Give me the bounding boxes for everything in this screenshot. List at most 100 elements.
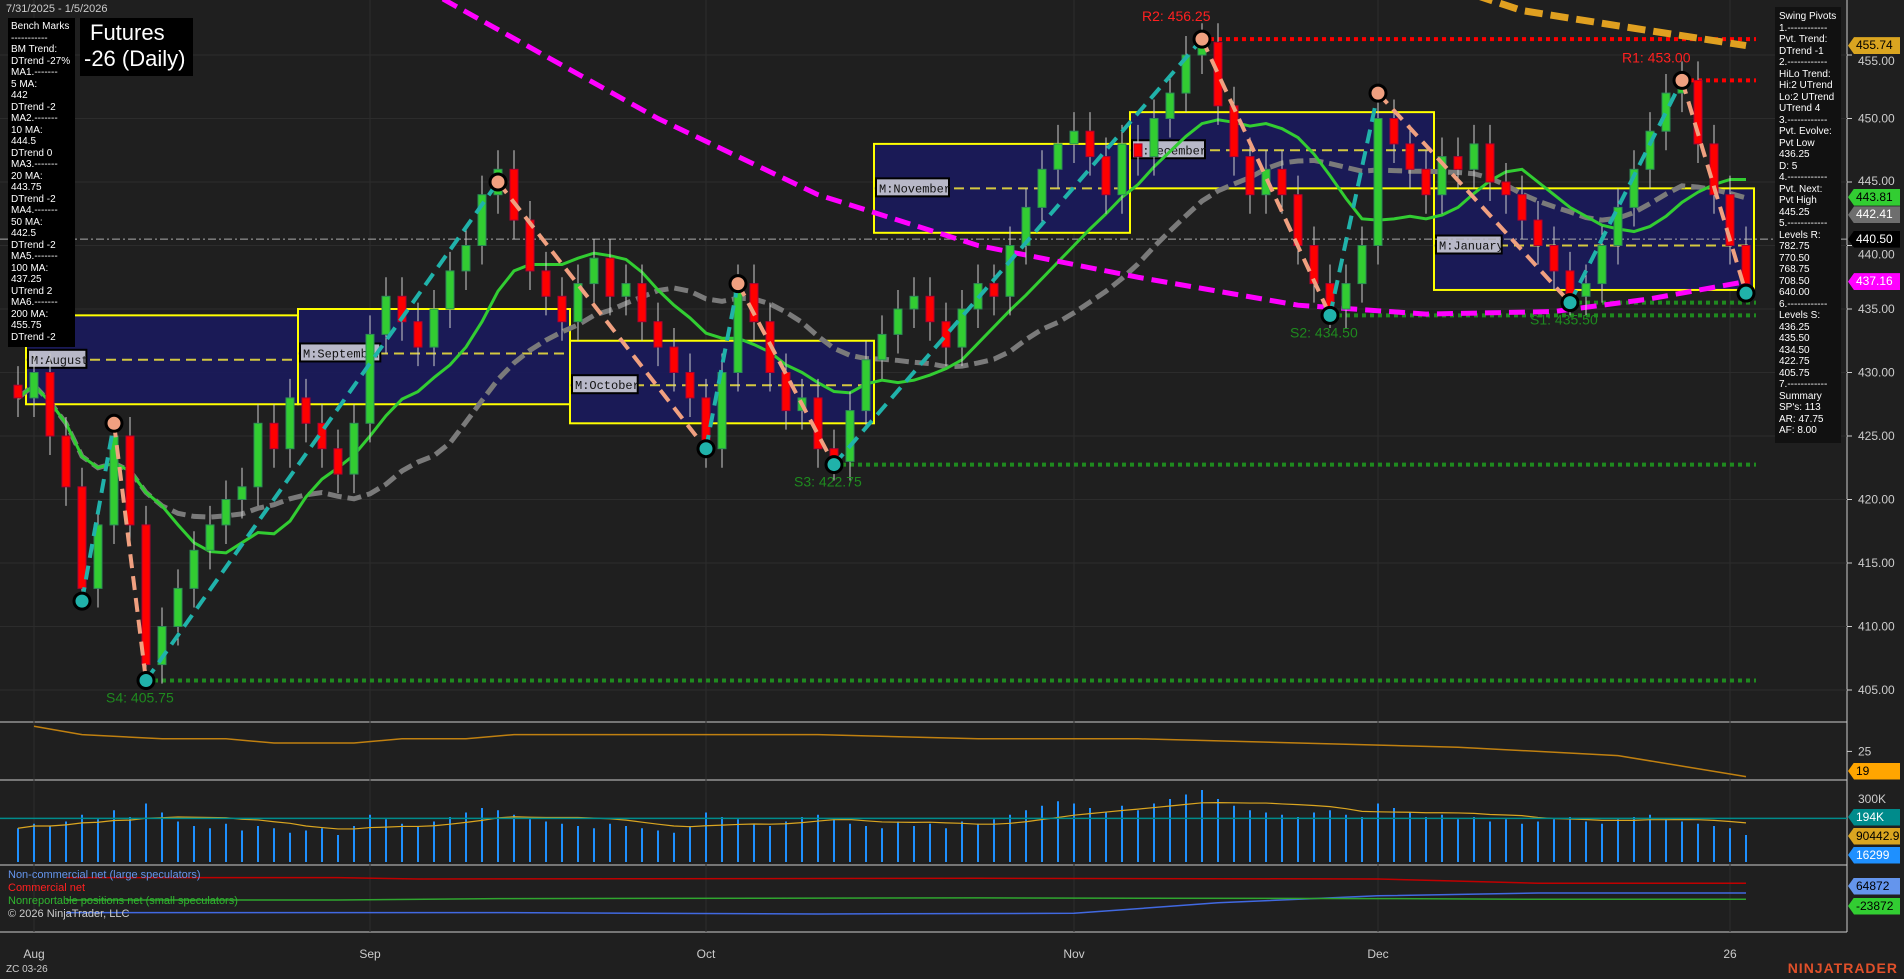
- panel-line: 4.------------: [1779, 172, 1828, 183]
- panel-line: HiLo Trend:: [1779, 68, 1831, 80]
- candle-body: [29, 372, 39, 399]
- y-tick-label: 410.00: [1858, 620, 1895, 634]
- candle-body: [173, 587, 183, 628]
- candle-body: [157, 626, 167, 666]
- pivot-marker: [1368, 83, 1388, 103]
- pivot-label: S2: 434.50: [1290, 324, 1358, 340]
- candle-body: [1533, 219, 1543, 247]
- candle-body: [1341, 283, 1351, 310]
- panel-line: 782.75: [1779, 241, 1810, 252]
- candle-body: [653, 321, 663, 348]
- panel-line: 1.------------: [1779, 22, 1828, 34]
- panel-line: DTrend -27%: [11, 55, 71, 67]
- y-tick-label: 405.00: [1858, 683, 1895, 697]
- candle-body: [1629, 168, 1639, 208]
- panel-line: MA1.-------: [11, 67, 58, 78]
- swing-pivots-panel: Swing Pivots 1.------------ Pvt. Trend: DTr…: [1775, 7, 1841, 443]
- panel-line: DTrend 0: [11, 147, 53, 159]
- month-label-text: M:October: [575, 379, 640, 393]
- month-label-box: [299, 342, 382, 363]
- panel-line: 50 MA:: [11, 216, 43, 228]
- swing-line: [1376, 91, 1572, 305]
- candle-body: [1293, 194, 1303, 246]
- volume-tick-label: 300K: [1858, 792, 1886, 806]
- pivot-marker: [1192, 29, 1212, 49]
- candle-body: [221, 499, 231, 526]
- candle-body: [1661, 92, 1671, 132]
- y-tick-label: 445.00: [1858, 174, 1895, 188]
- month-label-text: M:August: [31, 354, 89, 368]
- candle-body: [93, 524, 103, 589]
- pivot-label: S3: 422.75: [794, 474, 862, 490]
- y-tick-label: 450.00: [1858, 112, 1895, 126]
- candle-body: [1005, 245, 1015, 297]
- candle-body: [957, 308, 967, 348]
- panel-line: 7.------------: [1779, 379, 1828, 390]
- pivot-marker: [72, 591, 92, 611]
- candle-body: [381, 295, 391, 335]
- y-tick-label: 455.00: [1858, 54, 1895, 68]
- panel-line: 6.------------: [1779, 298, 1828, 310]
- panel-line: MA3.-------: [11, 159, 58, 170]
- candle-body: [1389, 118, 1399, 145]
- panel-line: Pvt Low: [1779, 137, 1815, 149]
- panel-line: 444.5: [11, 136, 37, 147]
- candle-body: [413, 321, 423, 348]
- price-tag: 437.16: [1848, 273, 1900, 291]
- panel-line: Pvt High: [1779, 195, 1817, 206]
- swing-line: [704, 283, 740, 450]
- adx-line: [33, 725, 1747, 778]
- candle-body: [1085, 130, 1095, 158]
- price-tag: 440.50: [1848, 230, 1900, 248]
- y-tick-label: 430.00: [1858, 366, 1895, 380]
- swing-line: [80, 422, 116, 602]
- month-label-box: [1435, 234, 1503, 255]
- panel-line: Pvt. Next:: [1779, 183, 1823, 195]
- candle-body: [541, 270, 551, 297]
- x-tick-label: Aug: [23, 947, 44, 961]
- month-label-box: [571, 374, 639, 395]
- panel-line: AR: 47.75: [1779, 413, 1824, 425]
- month-label-text: M:January: [1439, 240, 1504, 254]
- copyright: © 2026 NinjaTrader, LLC: [8, 908, 130, 920]
- candle-body: [477, 194, 487, 246]
- candle-body: [1597, 245, 1607, 285]
- candle-body: [269, 422, 279, 450]
- panel-line: 455.75: [11, 320, 42, 331]
- x-tick-label: 26: [1723, 947, 1737, 961]
- pivot-marker: [488, 172, 508, 192]
- y-tick-label: 415.00: [1858, 556, 1895, 570]
- pivot-marker: [1560, 293, 1580, 313]
- candle-body: [445, 270, 455, 310]
- candle-body: [1101, 156, 1111, 196]
- swing-line: [832, 37, 1204, 466]
- candle-body: [589, 257, 599, 285]
- panel-line: UTrend 2: [11, 285, 53, 297]
- pivot-marker: [1672, 70, 1692, 90]
- price-tag: 455.74: [1848, 37, 1900, 55]
- month-label: M:January: [1435, 234, 1504, 255]
- panel-line: 445.25: [1779, 206, 1810, 218]
- panel-line: 422.75: [1779, 356, 1810, 367]
- candle-body: [1229, 105, 1239, 158]
- swing-line: [736, 282, 836, 466]
- legend-noncommercial: Non-commercial net (large speculators): [8, 869, 201, 881]
- pivot-label: R2: 456.25: [1142, 8, 1211, 24]
- candle-body: [1149, 118, 1159, 158]
- cot-tag: -23872: [1848, 897, 1900, 915]
- candle-body: [1469, 143, 1479, 170]
- swing-line: [1328, 92, 1380, 316]
- candle-body: [621, 283, 631, 297]
- panel-line: MA2.-------: [11, 113, 58, 124]
- panel-line: 10 MA:: [11, 124, 43, 136]
- cot-noncommercial-line: [66, 892, 1746, 915]
- volume-average-line: [17, 801, 1747, 830]
- month-label-box: [875, 177, 950, 198]
- month-label: M:December: [1131, 139, 1207, 160]
- panel-line: Hi:2 UTrend: [1779, 80, 1833, 91]
- candle-body: [1117, 143, 1127, 196]
- pivot-label: S4: 405.75: [106, 689, 174, 705]
- panel-line: D: 5: [1779, 160, 1798, 172]
- panel-line: Bench Marks: [11, 21, 70, 32]
